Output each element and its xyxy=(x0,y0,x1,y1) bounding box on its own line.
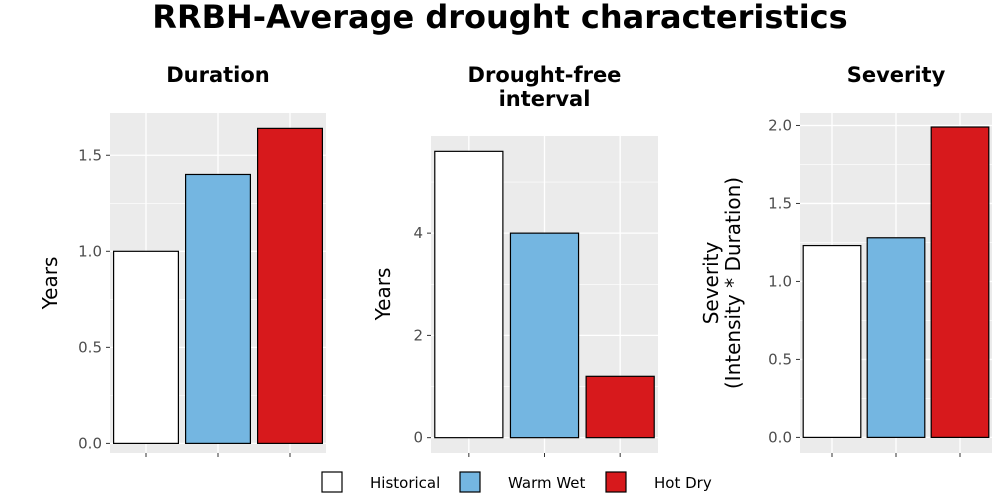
legend-item-warm-wet: Warm Wet xyxy=(459,471,586,493)
y-tick-label: 0.0 xyxy=(78,434,102,452)
panel-3: 0.0 0.5 1.0 1.5 2.0 Severity Severity(Intensit… xyxy=(699,63,992,457)
panel-title: Drought-free interval xyxy=(468,63,622,111)
y-tick-label: 0.5 xyxy=(78,338,102,356)
legend: Historical Warm Wet Hot Dry xyxy=(321,471,712,493)
bar-hot-dry xyxy=(930,126,990,439)
y-tick-label: 1.0 xyxy=(78,242,102,260)
y-tick-label: 1.5 xyxy=(78,146,102,164)
legend-label: Warm Wet xyxy=(508,474,586,492)
y-tick-label: 0.0 xyxy=(768,428,792,446)
y-tick-label: 0 xyxy=(413,429,423,447)
y-tick-label: 0.5 xyxy=(768,350,792,368)
legend-swatch xyxy=(459,471,481,493)
bar-warm-wet xyxy=(866,237,926,439)
y-tick-label: 4 xyxy=(413,224,423,242)
bar-historical xyxy=(434,150,504,439)
legend-swatch xyxy=(605,471,627,493)
legend-item-historical: Historical xyxy=(321,471,440,493)
main-title: RRBH-Average drought characteristics xyxy=(152,0,847,36)
panel-1: 0.0 0.5 1.0 1.5 Duration Years xyxy=(38,63,326,457)
y-tick-label: 2.0 xyxy=(768,116,792,134)
bar-warm-wet xyxy=(509,232,580,439)
bar-hot-dry xyxy=(585,375,655,439)
bar-hot-dry xyxy=(257,127,324,444)
panel-2: 0 2 4 Drought-free interval Years xyxy=(371,63,658,457)
y-axis-label: Severity(Intensity * Duration) xyxy=(699,177,745,389)
y-tick-label: 1.0 xyxy=(768,272,792,290)
legend-swatch xyxy=(321,471,343,493)
bar-historical xyxy=(112,250,180,444)
legend-label: Hot Dry xyxy=(654,474,712,492)
y-axis-label: Years xyxy=(38,257,62,311)
chart-panels: 0.0 0.5 1.0 1.5 Duration Years 0 2 4 Drought-free… xyxy=(38,63,992,457)
y-tick-label: 2 xyxy=(413,326,423,344)
legend-item-hot-dry: Hot Dry xyxy=(605,471,712,493)
y-tick-label: 1.5 xyxy=(768,194,792,212)
legend-label: Historical xyxy=(370,474,440,492)
bar-historical xyxy=(802,244,862,439)
bar-warm-wet xyxy=(185,173,252,444)
panel-title: Severity xyxy=(847,63,946,87)
panel-title: Duration xyxy=(166,63,270,87)
y-axis-label: Years xyxy=(371,268,395,322)
